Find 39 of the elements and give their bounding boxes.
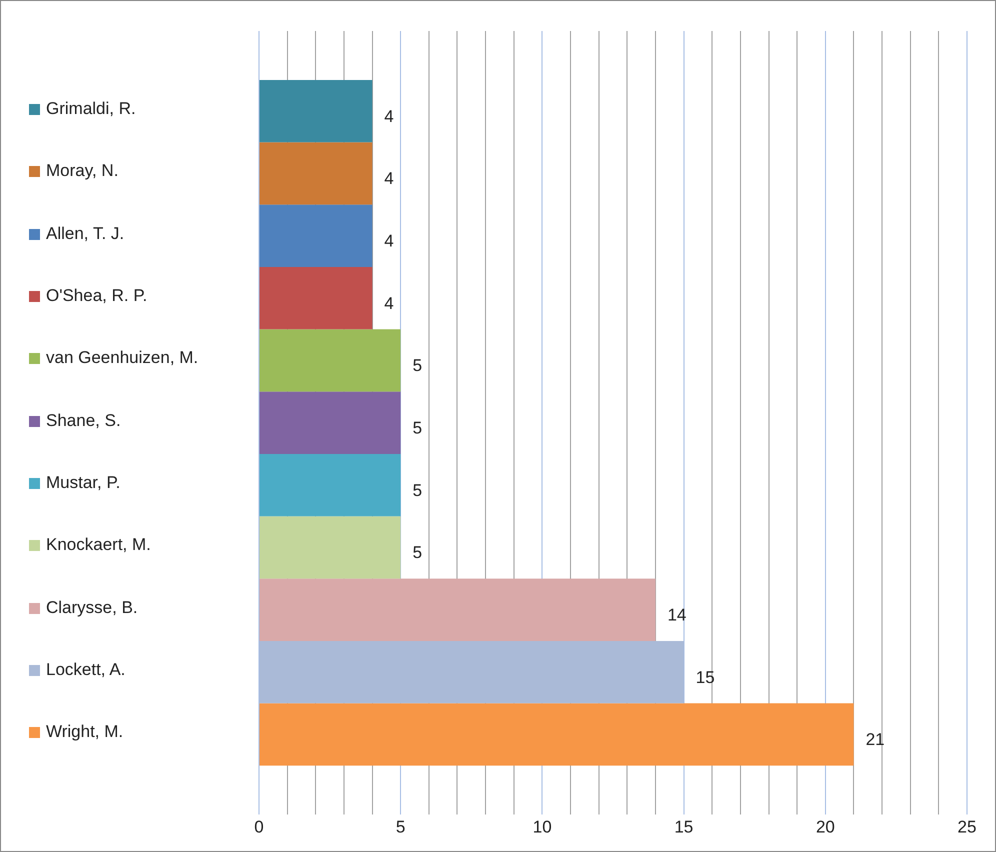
bar <box>260 80 372 142</box>
x-tick-label: 0 <box>254 817 264 836</box>
data-label: 4 <box>384 106 394 126</box>
data-label: 21 <box>866 730 885 750</box>
data-label: 4 <box>384 231 394 250</box>
bar <box>260 640 684 704</box>
bar <box>260 329 401 392</box>
legend-label: Mustar, P. <box>46 473 120 494</box>
data-label: 4 <box>384 294 394 313</box>
x-tick-label: 15 <box>674 817 694 836</box>
bar <box>260 392 401 454</box>
legend-label: Moray, N. <box>46 161 118 182</box>
legend-label: Allen, T. J. <box>46 224 124 244</box>
data-label: 4 <box>384 169 394 188</box>
legend-label: van Geenhuizen, M. <box>46 348 198 368</box>
bar <box>260 703 854 766</box>
legend-label: Lockett, A. <box>46 660 126 680</box>
data-label: 5 <box>412 543 422 562</box>
data-label: 5 <box>412 418 422 438</box>
data-label: 5 <box>412 480 422 500</box>
legend-label: Wright, M. <box>46 722 124 742</box>
x-tick-label: 5 <box>396 817 406 836</box>
bar <box>260 578 656 641</box>
data-label: 15 <box>696 668 715 687</box>
x-tick-label: 25 <box>958 817 976 836</box>
x-tick-label: 20 <box>816 817 835 836</box>
bar <box>260 142 372 205</box>
legend-label: Grimaldi, R. <box>46 99 136 120</box>
legend-label: O'Shea, R. P. <box>46 286 148 306</box>
legend-label: Shane, S. <box>46 410 121 431</box>
data-label: 5 <box>412 356 422 376</box>
legend-label: Clarysse, B. <box>46 598 138 618</box>
bar <box>260 266 372 330</box>
x-tick-label: 10 <box>532 817 552 836</box>
legend-label: Knockaert, M. <box>46 535 151 556</box>
data-label: 14 <box>667 605 686 624</box>
bar <box>260 204 372 267</box>
bar <box>260 516 401 579</box>
bar <box>260 454 401 516</box>
